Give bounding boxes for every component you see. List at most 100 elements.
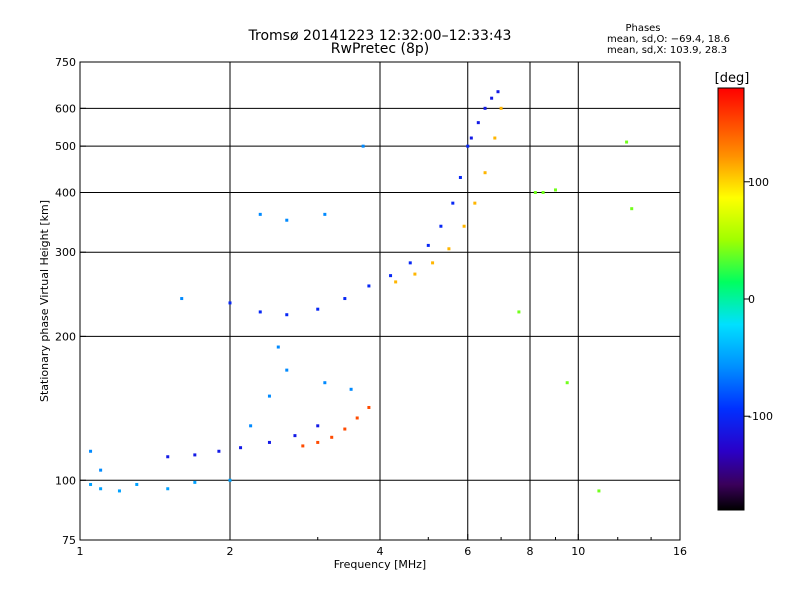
data-point <box>469 136 473 140</box>
colorbar-tick-label: -100 <box>748 410 773 423</box>
y-axis-ticks: 75 100 200 300 400 500 600 750 <box>55 56 86 547</box>
series-group <box>89 144 365 472</box>
colorbar-ticks: 100 0 -100 <box>744 176 773 423</box>
data-point <box>493 136 497 140</box>
colorbar-tick-label: 100 <box>748 176 769 189</box>
data-point <box>476 121 480 125</box>
data-point <box>166 487 170 491</box>
series-group <box>517 140 634 493</box>
data-point <box>499 106 503 110</box>
chart-subtitle: RwPretec (8p) <box>331 41 429 57</box>
data-point <box>343 297 347 301</box>
data-point <box>466 144 470 148</box>
data-point <box>166 455 170 459</box>
data-point <box>473 201 477 205</box>
x-tick-label: 16 <box>673 545 687 558</box>
data-point <box>217 449 221 453</box>
data-point <box>553 188 557 192</box>
stats-x-line: mean, sd,X: 103.9, 28.3 <box>607 45 727 56</box>
data-point <box>483 106 487 110</box>
series-group <box>469 90 500 140</box>
data-point <box>293 434 297 438</box>
y-tick-label: 600 <box>55 102 76 115</box>
data-point <box>323 212 327 216</box>
data-point <box>193 480 197 484</box>
data-point <box>496 90 500 94</box>
series-group <box>228 144 470 317</box>
x-tick-label: 8 <box>527 545 534 558</box>
data-point <box>483 171 487 175</box>
data-point <box>408 261 412 265</box>
x-tick-label: 10 <box>571 545 585 558</box>
data-point <box>458 175 462 179</box>
series-group <box>301 405 371 448</box>
data-point <box>541 190 545 194</box>
y-tick-label: 400 <box>55 186 76 199</box>
data-point <box>267 440 271 444</box>
x-tick-label: 2 <box>227 545 234 558</box>
data-point <box>367 405 371 409</box>
series-group <box>89 478 232 493</box>
data-point <box>367 284 371 288</box>
data-point <box>135 482 139 486</box>
colorbar <box>717 87 745 511</box>
colorbar-tick-label: 0 <box>748 293 755 306</box>
data-point <box>323 381 327 385</box>
scatter-points <box>89 90 634 493</box>
data-point <box>462 224 466 228</box>
data-point <box>630 207 634 211</box>
data-point <box>228 478 232 482</box>
stats-heading: Phases <box>625 23 660 34</box>
grid-layer <box>80 62 680 540</box>
data-point <box>301 444 305 448</box>
data-point <box>413 272 417 276</box>
data-point <box>349 387 353 391</box>
data-point <box>316 440 320 444</box>
data-point <box>355 416 359 420</box>
y-tick-label: 200 <box>55 330 76 343</box>
series-group <box>166 424 320 459</box>
chart-title: Tromsø 20141223 12:32:00–12:33:43 <box>248 28 512 44</box>
data-point <box>228 301 232 305</box>
data-point <box>258 212 262 216</box>
y-axis-label: Stationary phase Virtual Height [km] <box>38 200 51 402</box>
data-point <box>517 310 521 314</box>
data-point <box>597 489 601 493</box>
data-point <box>447 247 451 251</box>
x-tick-label: 6 <box>464 545 471 558</box>
y-tick-label: 75 <box>62 534 76 547</box>
data-point <box>330 435 334 439</box>
x-axis-label: Frequency [MHz] <box>334 558 426 571</box>
data-point <box>99 468 103 472</box>
data-point <box>343 427 347 431</box>
y-tick-label: 300 <box>55 246 76 259</box>
colorbar-label: [deg] <box>715 71 750 86</box>
data-point <box>99 487 103 491</box>
data-point <box>439 224 443 228</box>
data-point <box>193 453 197 457</box>
y-tick-label: 500 <box>55 140 76 153</box>
stats-o-line: mean, sd,O: −69.4, 18.6 <box>607 34 730 45</box>
data-point <box>285 218 289 222</box>
data-point <box>394 280 398 284</box>
data-point <box>490 96 494 100</box>
data-point <box>267 394 271 398</box>
data-point <box>117 489 121 493</box>
data-point <box>316 307 320 311</box>
data-point <box>451 201 455 205</box>
y-tick-label: 750 <box>55 56 76 69</box>
y-tick-label: 100 <box>55 474 76 487</box>
x-tick-label: 4 <box>377 545 384 558</box>
series-group <box>394 106 503 284</box>
data-point <box>361 144 365 148</box>
data-point <box>249 424 253 428</box>
data-point <box>239 446 243 450</box>
x-axis-ticks: 1 2 4 6 8 10 16 <box>77 534 687 558</box>
x-tick-label: 1 <box>77 545 84 558</box>
data-point <box>389 274 393 278</box>
data-point <box>533 190 537 194</box>
data-point <box>285 313 289 317</box>
data-point <box>285 368 289 372</box>
data-point <box>316 424 320 428</box>
data-point <box>89 482 93 486</box>
